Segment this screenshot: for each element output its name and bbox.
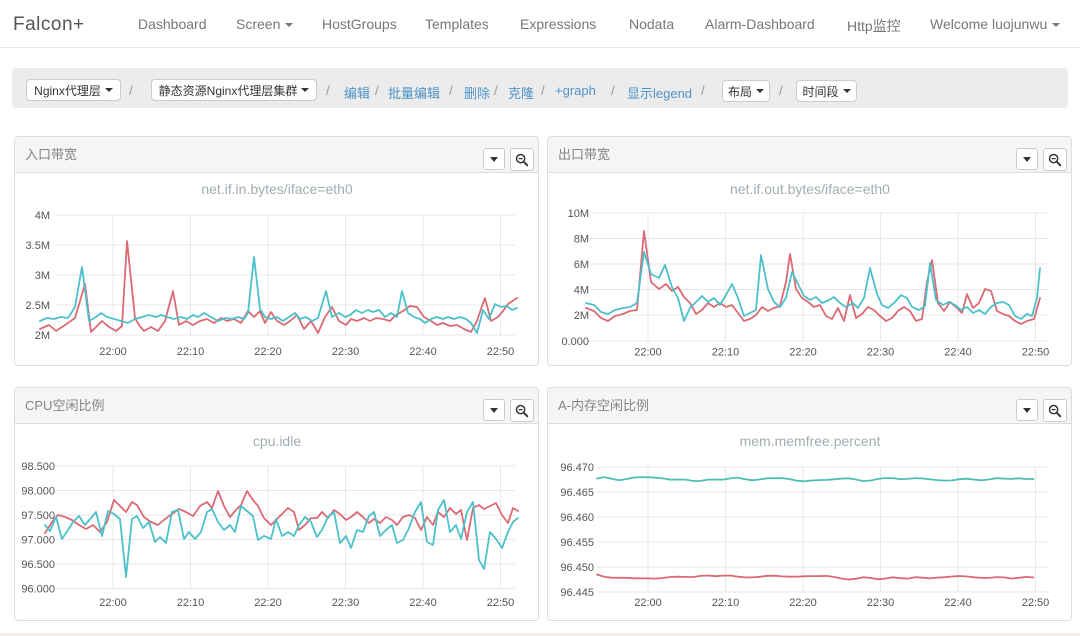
svg-text:2M: 2M — [574, 310, 589, 322]
svg-text:98.000: 98.000 — [21, 486, 55, 498]
svg-text:22:00: 22:00 — [634, 597, 662, 609]
svg-text:96.500: 96.500 — [21, 559, 55, 571]
svg-text:22:50: 22:50 — [1022, 347, 1050, 359]
svg-text:22:00: 22:00 — [99, 346, 127, 358]
svg-text:97.500: 97.500 — [21, 510, 55, 522]
svg-text:97.000: 97.000 — [21, 535, 55, 547]
svg-text:4M: 4M — [574, 285, 589, 297]
svg-text:2.5M: 2.5M — [26, 300, 50, 312]
svg-text:22:10: 22:10 — [712, 347, 740, 359]
svg-text:22:30: 22:30 — [332, 597, 360, 609]
svg-text:22:00: 22:00 — [634, 347, 662, 359]
svg-text:10M: 10M — [568, 208, 589, 220]
svg-text:4M: 4M — [35, 210, 50, 222]
svg-text:22:40: 22:40 — [409, 597, 437, 609]
svg-text:6M: 6M — [574, 259, 589, 271]
svg-text:22:30: 22:30 — [867, 347, 895, 359]
svg-text:22:40: 22:40 — [944, 347, 972, 359]
svg-text:22:50: 22:50 — [1022, 597, 1050, 609]
svg-text:22:50: 22:50 — [487, 346, 515, 358]
svg-text:22:20: 22:20 — [789, 347, 817, 359]
svg-text:22:40: 22:40 — [409, 346, 437, 358]
svg-text:96.455: 96.455 — [560, 537, 594, 549]
svg-text:22:00: 22:00 — [99, 597, 127, 609]
svg-text:22:20: 22:20 — [789, 597, 817, 609]
svg-text:22:10: 22:10 — [177, 597, 205, 609]
svg-text:mem.memfree.percent: mem.memfree.percent — [740, 433, 881, 449]
svg-text:22:40: 22:40 — [944, 597, 972, 609]
svg-text:96.450: 96.450 — [560, 562, 594, 574]
svg-text:96.460: 96.460 — [560, 512, 594, 524]
svg-text:22:50: 22:50 — [487, 597, 515, 609]
svg-text:net.if.out.bytes/iface=eth0: net.if.out.bytes/iface=eth0 — [730, 181, 890, 197]
svg-text:2M: 2M — [35, 330, 50, 342]
svg-text:98.500: 98.500 — [21, 461, 55, 473]
svg-text:cpu.idle: cpu.idle — [253, 433, 301, 449]
svg-text:3.5M: 3.5M — [26, 240, 50, 252]
svg-text:22:20: 22:20 — [254, 346, 282, 358]
svg-text:net.if.in.bytes/iface=eth0: net.if.in.bytes/iface=eth0 — [201, 181, 353, 197]
svg-text:8M: 8M — [574, 234, 589, 246]
svg-text:22:30: 22:30 — [332, 346, 360, 358]
svg-text:22:20: 22:20 — [254, 597, 282, 609]
svg-text:0.000: 0.000 — [561, 336, 589, 348]
svg-text:96.000: 96.000 — [21, 584, 55, 596]
svg-text:96.470: 96.470 — [560, 462, 594, 474]
svg-text:22:10: 22:10 — [712, 597, 740, 609]
svg-text:96.465: 96.465 — [560, 487, 594, 499]
svg-text:96.445: 96.445 — [560, 587, 594, 599]
svg-text:3M: 3M — [35, 270, 50, 282]
svg-text:22:10: 22:10 — [177, 346, 205, 358]
svg-text:22:30: 22:30 — [867, 597, 895, 609]
